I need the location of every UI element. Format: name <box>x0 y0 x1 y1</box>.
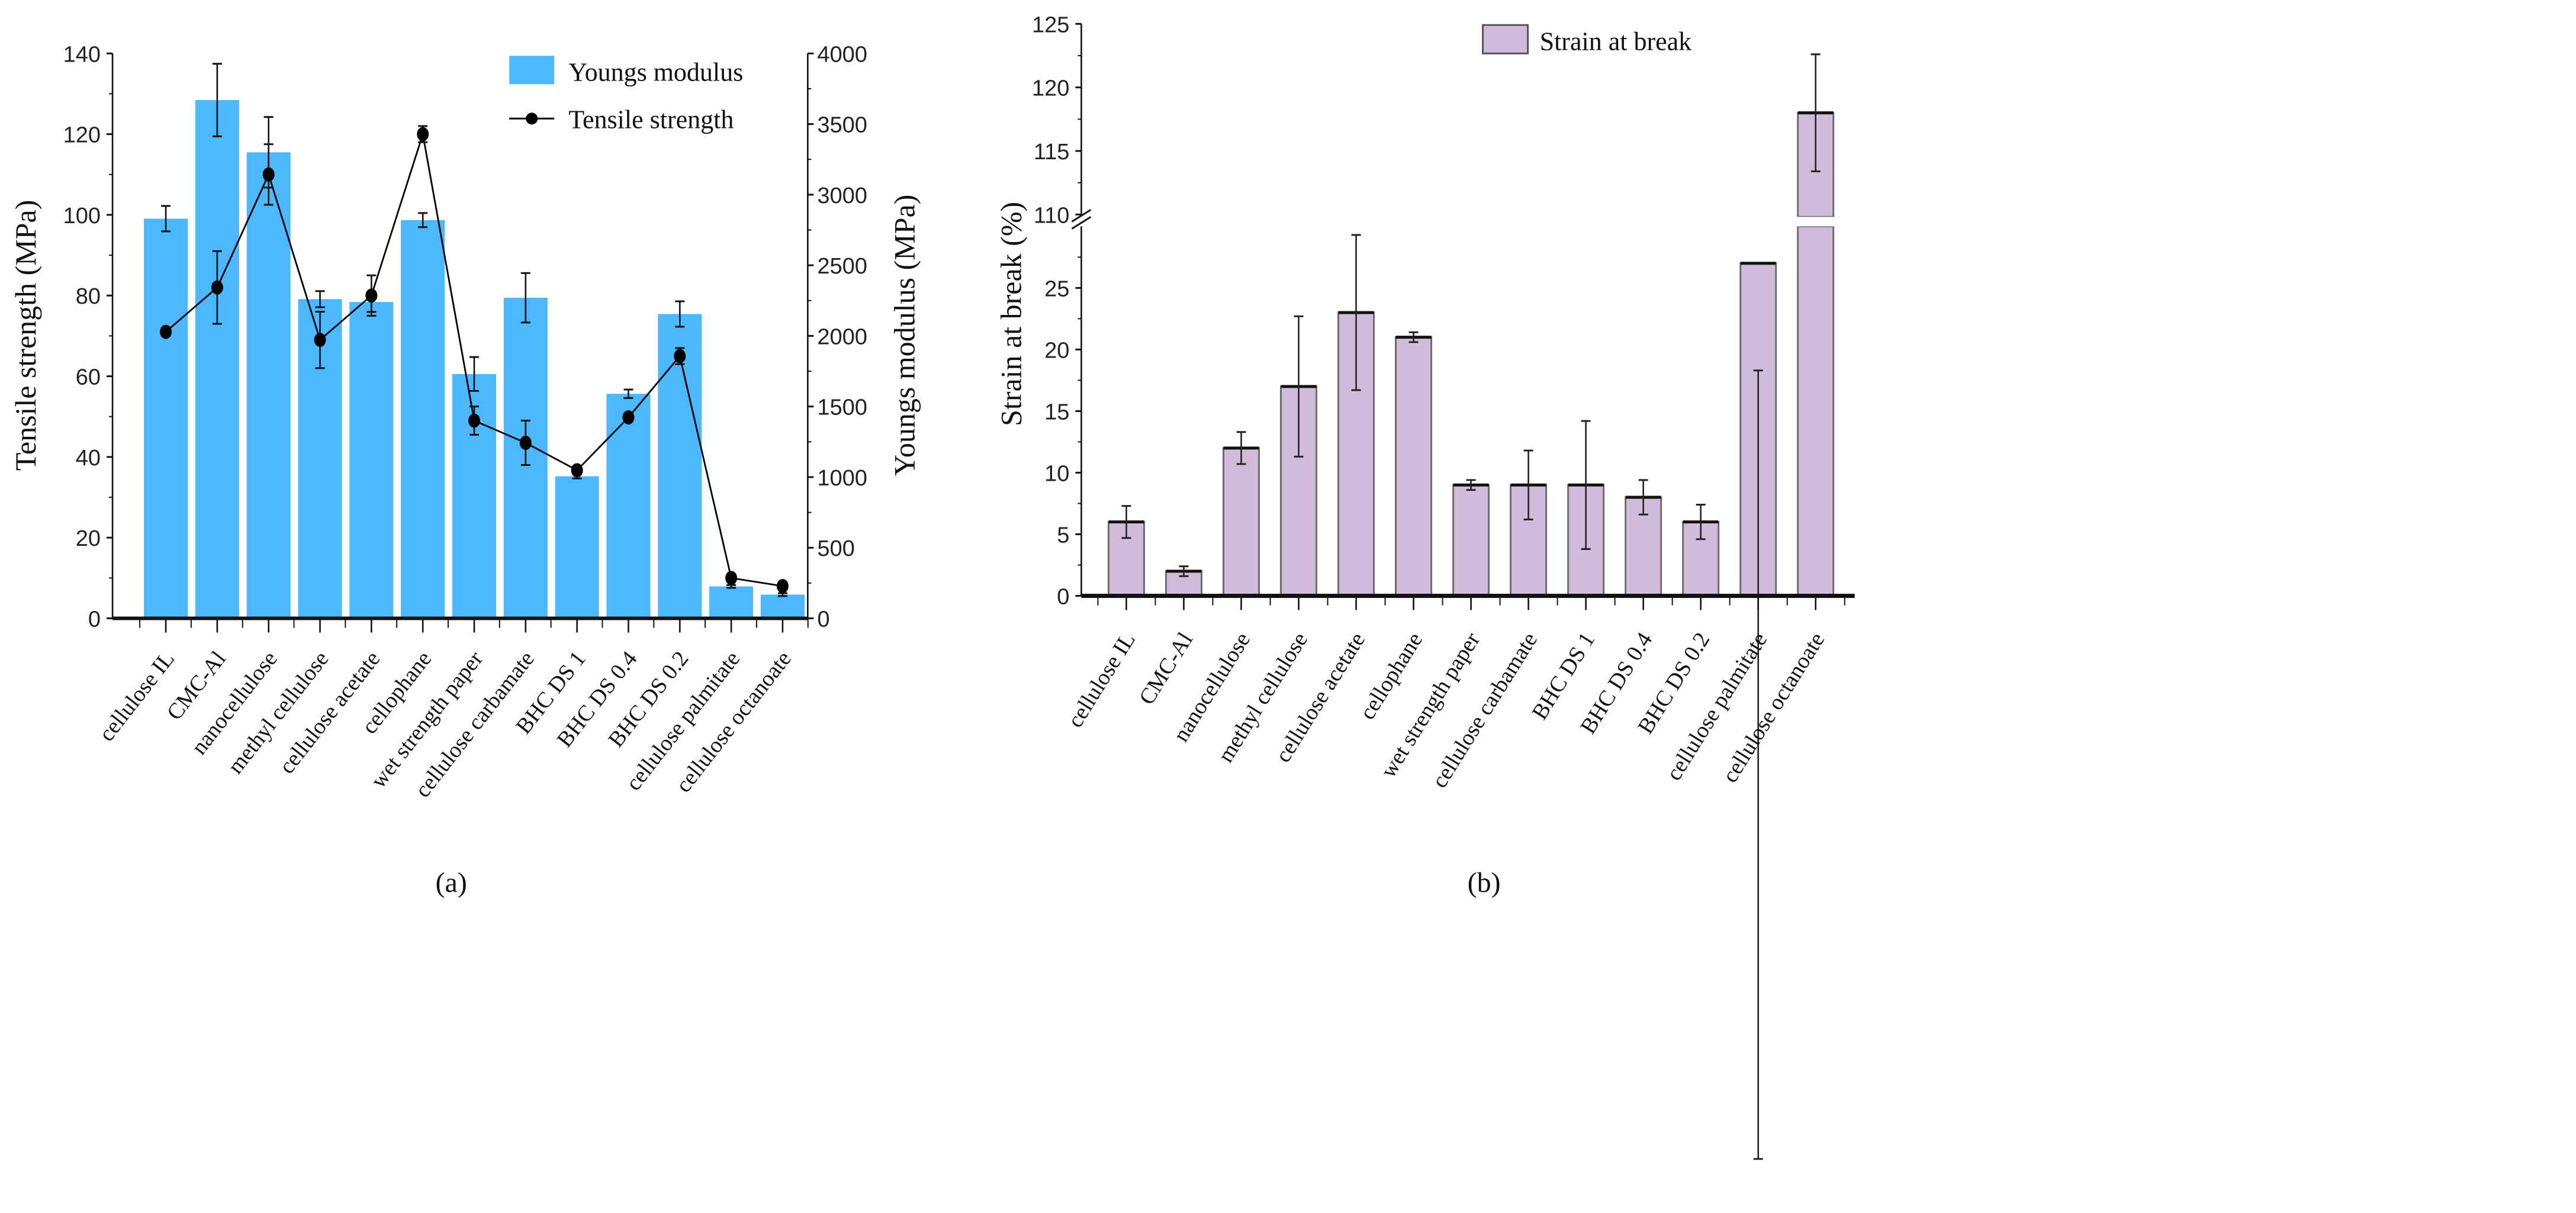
y-axis-label: Strain at break (%) <box>994 202 1027 426</box>
axis-break-mark <box>1071 209 1092 223</box>
y-tick-label-lower: 15 <box>1044 400 1069 424</box>
y-tick-label-lower: 10 <box>1044 461 1069 486</box>
marker-tensile-strength <box>160 324 172 339</box>
marker-tensile-strength <box>211 280 223 295</box>
y-tick-label-right: 3500 <box>817 113 867 138</box>
marker-tensile-strength <box>725 571 738 585</box>
y-tick-label-left: 100 <box>63 204 101 229</box>
y-tick-label-upper: 120 <box>1032 76 1069 101</box>
x-tick-label: cellulose IL <box>94 646 179 746</box>
bar-youngs-modulus <box>555 476 599 619</box>
y-tick-label-right: 0 <box>817 607 829 632</box>
caption-a: (a) <box>436 867 467 899</box>
y-tick-label-lower: 25 <box>1044 276 1069 301</box>
y-tick-label-upper: 115 <box>1034 140 1070 165</box>
x-tick-label: cellulose octanoate <box>1718 628 1829 787</box>
marker-tensile-strength <box>314 333 326 348</box>
marker-tensile-strength <box>262 167 275 182</box>
bar-strain-at-break <box>1395 336 1433 597</box>
marker-tensile-strength <box>365 288 378 303</box>
panel-a: Tensile strength (MPa) Youngs modulus (M… <box>9 42 921 898</box>
marker-tensile-strength <box>622 410 635 425</box>
bar-youngs-modulus <box>349 302 394 619</box>
x-tick-label: cellulose IL <box>1063 628 1140 732</box>
y-tick-label-right: 4000 <box>817 42 867 67</box>
legend-label-youngs: Youngs modulus <box>568 57 743 86</box>
marker-tensile-strength <box>417 127 429 141</box>
bar-youngs-modulus <box>760 594 805 619</box>
y-tick-label-right: 2000 <box>817 324 867 349</box>
bar-youngs-modulus <box>246 152 291 619</box>
y-axis-label-left: Tensile strength (MPa) <box>9 200 42 471</box>
y-tick-label-left: 60 <box>76 365 101 390</box>
y-tick-label-right: 3000 <box>817 184 867 208</box>
y-axis-label-right: Youngs modulus (MPa) <box>887 195 921 477</box>
y-tick-label-left: 40 <box>76 446 101 471</box>
y-tick-label-lower: 5 <box>1057 523 1069 548</box>
y-tick-label-lower: 20 <box>1044 338 1069 363</box>
legend-swatch-strain <box>1482 24 1529 54</box>
y-tick-label-left: 140 <box>63 42 101 67</box>
axis-break-gap <box>1795 217 1836 227</box>
y-tick-label-upper: 110 <box>1034 203 1070 228</box>
bar-youngs-modulus <box>401 220 445 619</box>
y-tick-label-left: 0 <box>88 607 101 632</box>
y-tick-label-upper: 125 <box>1032 12 1069 37</box>
marker-tensile-strength <box>674 349 686 363</box>
panel-b: Strain at break (%) Strain at break (b) … <box>994 12 1855 1160</box>
x-tick-label: CMC-Al <box>1134 628 1198 709</box>
y-tick-label-right: 1500 <box>817 395 867 420</box>
legend-label-tensile: Tensile strength <box>568 105 734 134</box>
bar-youngs-modulus <box>606 394 651 619</box>
y-tick-label-left: 20 <box>76 526 101 551</box>
bar-youngs-modulus <box>709 586 754 619</box>
bar-strain-at-break <box>1222 447 1260 597</box>
x-tick-label: cellulose carbamate <box>1427 628 1542 792</box>
y-tick-label-right: 2500 <box>817 254 867 279</box>
y-tick-label-left: 80 <box>76 284 101 309</box>
y-tick-label-right: 500 <box>817 536 854 561</box>
bar-strain-at-break-lower <box>1797 225 1835 597</box>
marker-tensile-strength <box>571 463 583 478</box>
bar-youngs-modulus <box>195 100 239 619</box>
bar-strain-at-break <box>1452 484 1490 597</box>
legend-swatch-youngs <box>509 56 555 85</box>
axis-break-mark <box>1071 216 1092 230</box>
y-tick-label-lower: 0 <box>1057 584 1069 609</box>
marker-tensile-strength <box>519 436 532 451</box>
marker-tensile-strength <box>468 413 480 428</box>
marker-tensile-strength <box>776 578 789 593</box>
legend-marker-tensile <box>526 112 538 125</box>
bar-youngs-modulus <box>144 218 188 619</box>
y-tick-label-left: 120 <box>63 123 101 148</box>
legend-label-strain: Strain at break <box>1540 27 1692 56</box>
y-tick-label-right: 1000 <box>817 466 867 491</box>
caption-b: (b) <box>1468 867 1501 899</box>
